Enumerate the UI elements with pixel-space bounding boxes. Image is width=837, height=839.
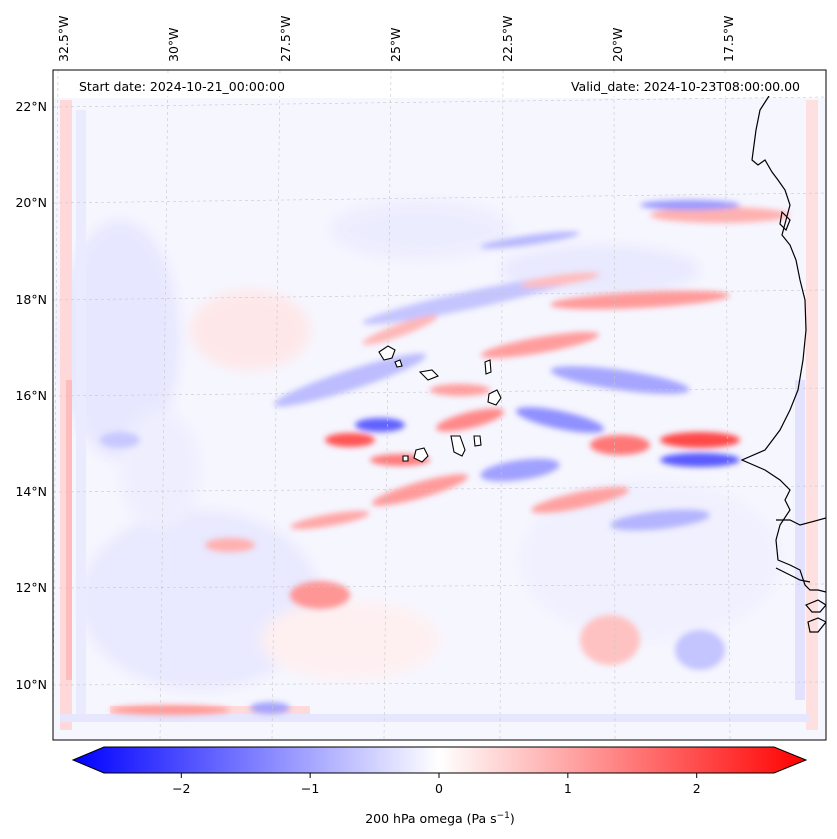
colorbar-ticks: −2 −1 0 1 2 xyxy=(172,773,701,796)
colorbar-tick-label: 2 xyxy=(693,781,701,796)
colorbar: −2 −1 0 1 2 200 hPa omega (Pa s−1) xyxy=(71,746,808,826)
start-date-box xyxy=(75,74,315,96)
map-frame xyxy=(52,69,827,741)
lat-label: 14°N xyxy=(15,484,47,499)
colorbar-label-exponent: −1 xyxy=(497,811,510,821)
start-date-label: Start date: 2024-10-21_00:00:00 xyxy=(79,79,285,94)
lat-label: 16°N xyxy=(15,388,47,403)
lat-label: 10°N xyxy=(15,677,47,692)
valid-date-box xyxy=(540,74,806,96)
latitude-labels: 22°N 20°N 18°N 16°N 14°N 12°N 10°N xyxy=(15,99,47,692)
lon-label: 25°W xyxy=(388,27,403,62)
lat-label: 12°N xyxy=(15,580,47,595)
colorbar-tick-label: −1 xyxy=(301,781,319,796)
lon-label: 27.5°W xyxy=(278,16,293,62)
coastline xyxy=(740,95,826,633)
lon-label: 22.5°W xyxy=(500,16,515,62)
lon-label: 17.5°W xyxy=(721,16,736,62)
colorbar-tick-label: 0 xyxy=(435,781,443,796)
omega-field xyxy=(53,70,826,740)
colorbar-body xyxy=(71,746,808,774)
lon-label: 32.5°W xyxy=(56,16,71,62)
colorbar-tick-label: −2 xyxy=(172,781,190,796)
longitude-labels: 32.5°W 30°W 27.5°W 25°W 22.5°W 20°W 17.5… xyxy=(56,16,736,62)
cape-verde-islands xyxy=(378,345,502,463)
valid-date-label: Valid_date: 2024-10-23T08:00:00.00 xyxy=(571,79,800,94)
lon-label: 30°W xyxy=(166,27,181,62)
lat-label: 18°N xyxy=(15,292,47,307)
colorbar-label-main: 200 hPa omega (Pa s xyxy=(365,811,496,826)
graticule xyxy=(53,70,826,740)
lat-label: 20°N xyxy=(15,195,47,210)
lon-label: 20°W xyxy=(610,27,625,62)
lat-label: 22°N xyxy=(15,99,47,114)
colorbar-label-close: ) xyxy=(510,811,515,826)
colorbar-label: 200 hPa omega (Pa s−1) xyxy=(365,811,515,826)
colorbar-tick-label: 1 xyxy=(564,781,572,796)
